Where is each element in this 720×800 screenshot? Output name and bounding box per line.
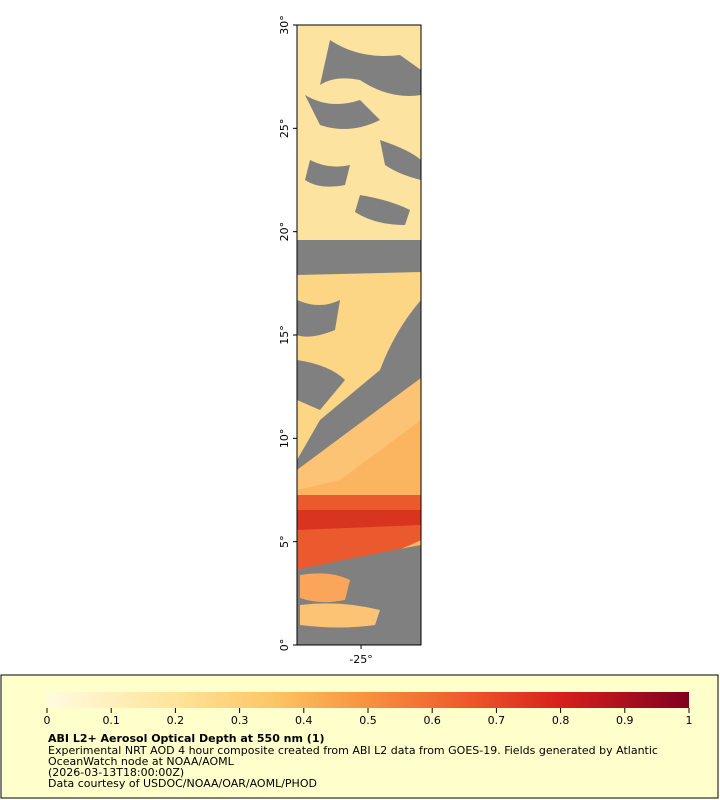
legend-line: (2026-03-13T18:00:00Z) [48,766,184,779]
y-tick-label: 0° [278,639,291,652]
y-tick-label: 15° [278,325,291,345]
colorbar-tick-label: 0.9 [616,714,634,727]
colorbar-tick-label: 0.1 [102,714,120,727]
colorbar-tick-label: 0.3 [231,714,249,727]
colorbar-tick-label: 1 [686,714,693,727]
aod-field [297,25,421,645]
x-tick-label: -25° [349,653,372,666]
y-tick-label: 25° [278,119,291,139]
legend-line: Experimental NRT AOD 4 hour composite cr… [48,744,658,757]
y-tick-label: 5° [278,535,291,548]
y-tick-label: 20° [278,222,291,242]
colorbar-tick-label: 0.6 [423,714,441,727]
legend-line: OceanWatch node at NOAA/AOML [48,755,235,768]
colorbar [47,692,689,708]
y-tick-label: 30° [278,15,291,35]
colorbar-tick-label: 0.5 [359,714,377,727]
colorbar-tick-label: 0.7 [488,714,506,727]
colorbar-tick-label: 0.2 [167,714,185,727]
colorbar-tick-label: 0 [44,714,51,727]
colorbar-tick-label: 0.8 [552,714,570,727]
legend-title: ABI L2+ Aerosol Optical Depth at 550 nm … [48,732,325,745]
colorbar-tick-label: 0.4 [295,714,313,727]
legend-line: Data courtesy of USDOC/NOAA/OAR/AOML/PHO… [48,777,317,790]
y-tick-label: 10° [278,429,291,449]
